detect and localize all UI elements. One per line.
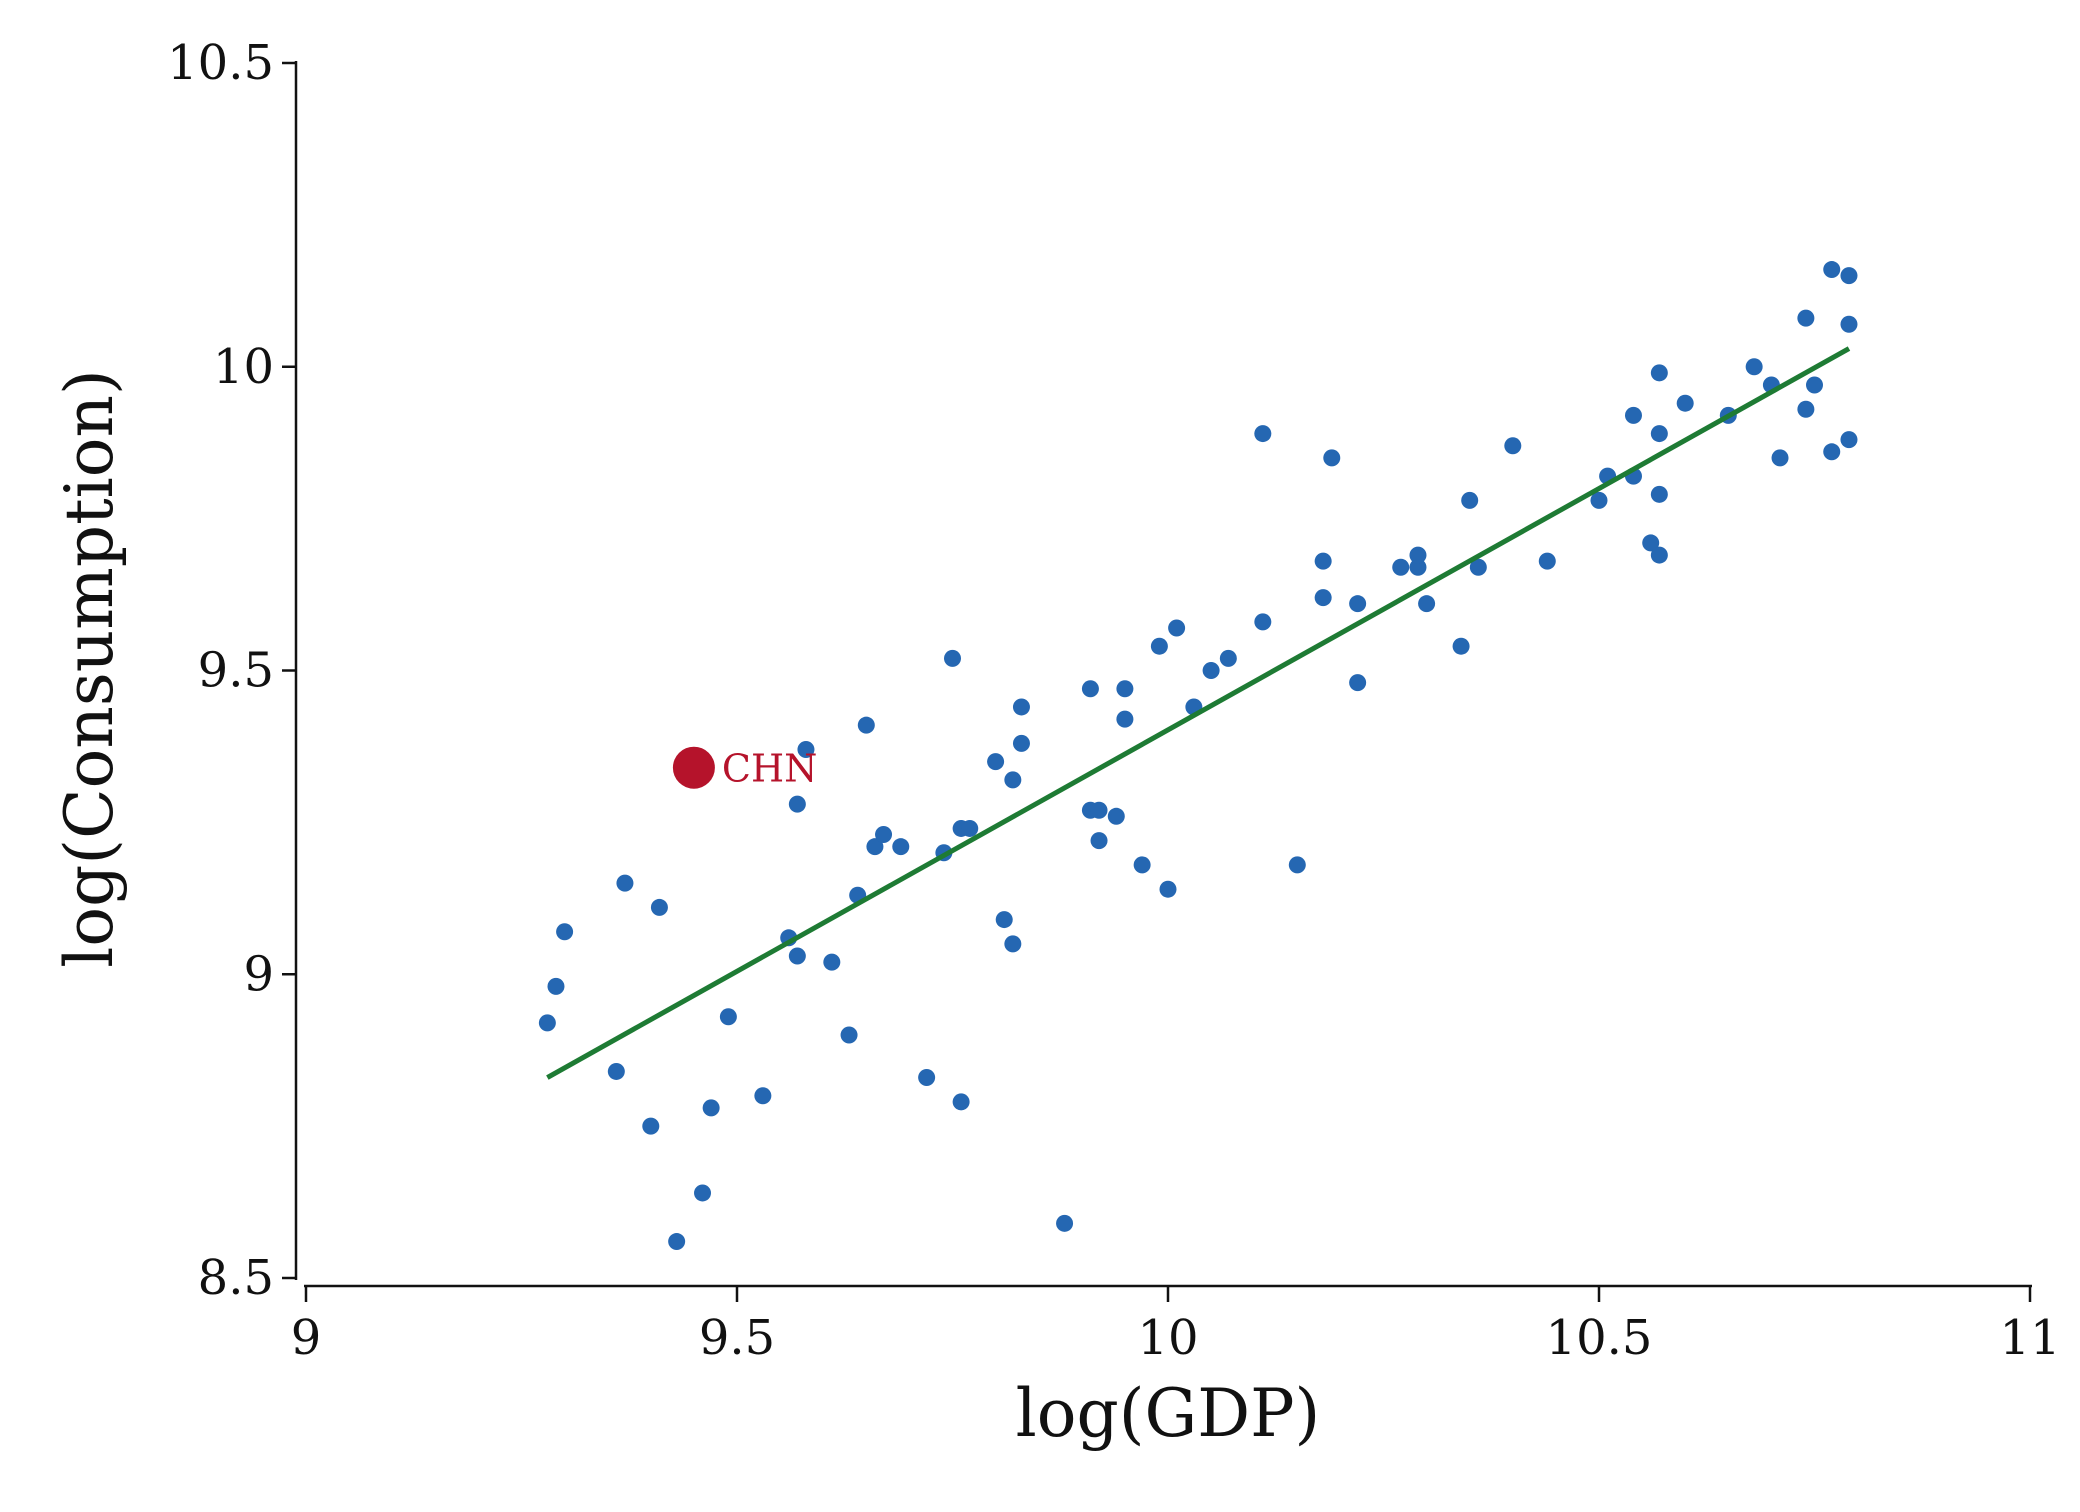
data-point [694,1184,712,1202]
data-point [538,1014,556,1032]
data-point [1090,801,1108,819]
data-point [918,1069,936,1087]
data-point [1590,491,1608,509]
data-point [1133,856,1151,874]
data-point [1418,595,1436,613]
data-point [1461,491,1479,509]
y-tick-label: 8.5 [198,1250,274,1306]
data-point [1202,662,1220,679]
data-point [866,838,884,856]
data-point [642,1117,660,1135]
data-point [1219,649,1237,667]
fit-line [546,346,1851,1080]
data-point [1012,734,1030,752]
x-tick-label: 9.5 [699,1310,775,1366]
highlight-point [672,746,715,789]
data-point [1349,595,1367,613]
data-point [1771,449,1789,467]
data-point [1314,589,1332,607]
data-point [823,953,841,971]
data-point [987,753,1005,771]
data-point [1314,552,1332,570]
data-point [1056,1214,1074,1232]
data-point [1452,637,1470,655]
data-point [1676,394,1694,412]
data-point [1823,443,1841,461]
data-point [1392,558,1410,576]
x-axis-title: log(GDP) [1016,1375,1321,1452]
data-point [1538,552,1556,570]
data-point [1806,376,1823,394]
x-tick-label: 9 [291,1310,322,1366]
data-point [1168,619,1186,637]
x-tick-label: 10.5 [1546,1310,1653,1366]
data-point [1004,935,1022,953]
y-axis-title: log(Consumption) [51,369,128,967]
data-point [1349,674,1367,692]
y-tick-label: 10.5 [167,35,274,91]
data-point [875,826,893,844]
data-point [1469,558,1487,576]
data-point [857,716,875,734]
data-point [1840,315,1858,333]
data-point [754,1087,772,1105]
data-point [547,977,565,995]
data-point [840,1026,858,1044]
y-tick-label: 9 [243,946,274,1002]
x-tick-label: 11 [1999,1310,2060,1366]
data-point [1107,807,1125,825]
data-point [1650,485,1668,503]
data-point [556,923,574,941]
data-point [1288,856,1306,874]
data-point [797,740,815,758]
data-point [1797,309,1815,327]
data-point [1650,546,1668,564]
data-point [1504,437,1522,455]
data-point [1081,680,1099,698]
ticks: 8.5 9 9.5 10 10.5 9 9.5 10 10.5 11 [167,35,2060,1366]
data-point [1840,431,1858,449]
data-point [1254,425,1272,443]
data-point [1840,267,1858,285]
data-point [944,649,961,667]
data-point [1323,449,1341,467]
axes [294,61,2032,1288]
data-point [616,874,634,892]
data-point [607,1062,625,1080]
data-point [952,1093,970,1111]
data-point [788,795,806,813]
data-point [1116,680,1134,698]
data-point [1116,710,1134,728]
highlight-group: CHN [672,746,817,791]
data-point [1012,698,1030,716]
data-point [650,898,668,916]
data-point [1624,406,1642,424]
data-point [1650,364,1668,382]
highlight-label: CHN [722,747,817,791]
data-point [1823,261,1841,279]
data-point [995,911,1013,929]
data-point [1004,771,1022,789]
data-point [1650,425,1668,443]
x-tick-label: 10 [1137,1310,1198,1366]
data-point [1642,534,1660,552]
data-point [668,1233,686,1251]
data-point [1159,880,1177,898]
y-tick-label: 9.5 [198,643,274,699]
data-point [1797,400,1815,418]
data-point [1254,613,1272,631]
data-point [1745,358,1763,376]
y-tick-label: 10 [213,339,274,395]
data-point [788,947,806,965]
data-point [1090,832,1108,850]
data-points [538,261,1858,1251]
data-point [1409,546,1427,564]
data-point [961,819,979,837]
data-point [1150,637,1168,655]
data-point [1409,558,1427,576]
data-point [719,1008,737,1026]
data-point [702,1099,720,1117]
data-point [892,838,910,856]
